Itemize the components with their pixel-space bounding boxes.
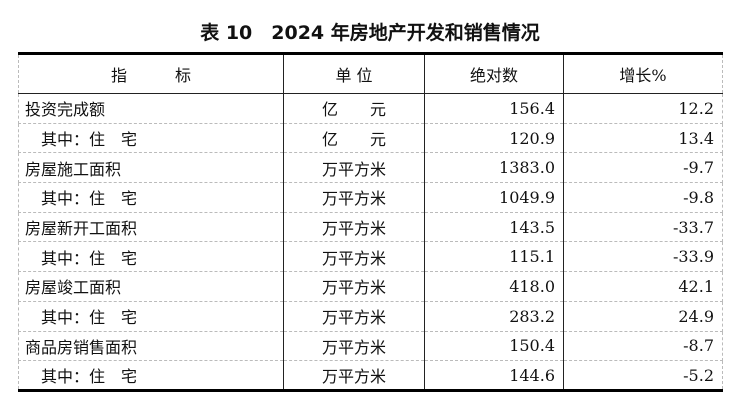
- value-cell: 144.6: [424, 360, 564, 392]
- header-value: 绝对数: [424, 52, 564, 94]
- table-row: 商品房销售面积 万平方米 150.4 -8.7: [18, 331, 723, 362]
- table-row: 房屋新开工面积 万平方米 143.5 -33.7: [18, 212, 723, 243]
- indicator-cell: 其中：住 宅: [18, 360, 284, 392]
- table-row: 其中：住 宅万平方米 1049.9 -9.8: [18, 182, 723, 213]
- unit-cell: 万平方米: [283, 212, 425, 243]
- value-cell: 150.4: [424, 331, 564, 362]
- growth-cell: 13.4: [563, 123, 723, 154]
- growth-cell: -9.7: [563, 152, 723, 184]
- table-row: 其中：住 宅亿 元 120.9 13.4: [18, 123, 723, 154]
- growth-cell: -5.2: [563, 360, 723, 392]
- unit-cell: 万平方米: [283, 360, 425, 392]
- growth-cell: 42.1: [563, 271, 723, 302]
- unit-cell: 万平方米: [283, 182, 425, 213]
- growth-cell: -33.7: [563, 212, 723, 243]
- value-cell: 283.2: [424, 301, 564, 332]
- indicator-cell: 房屋新开工面积: [18, 212, 284, 243]
- unit-cell: 亿 元: [283, 123, 425, 154]
- growth-cell: -33.9: [563, 241, 723, 273]
- value-cell: 115.1: [424, 241, 564, 273]
- indicator-cell: 商品房销售面积: [18, 331, 284, 362]
- growth-cell: 24.9: [563, 301, 723, 332]
- growth-cell: -9.8: [563, 182, 723, 213]
- value-cell: 143.5: [424, 212, 564, 243]
- unit-cell: 万平方米: [283, 271, 425, 302]
- value-cell: 1049.9: [424, 182, 564, 213]
- header-row: 指 标 单 位 绝对数 增长%: [18, 52, 723, 94]
- table-row: 其中：住 宅万平方米 115.1 -33.9: [18, 241, 723, 273]
- value-cell: 120.9: [424, 123, 564, 154]
- value-cell: 156.4: [424, 93, 564, 124]
- indicator-cell: 投资完成额: [18, 93, 284, 124]
- growth-cell: 12.2: [563, 93, 723, 124]
- table-row: 房屋施工面积 万平方米 1383.0 -9.7: [18, 152, 723, 184]
- table-row: 投资完成额亿 元 156.4 12.2: [18, 93, 723, 124]
- indicator-cell: 其中：住 宅: [18, 241, 284, 273]
- unit-cell: 万平方米: [283, 331, 425, 362]
- table-row: 其中：住 宅万平方米 144.6 -5.2: [18, 360, 723, 392]
- unit-cell: 万平方米: [283, 301, 425, 332]
- indicator-cell: 其中：住 宅: [18, 182, 284, 213]
- indicator-cell: 房屋施工面积: [18, 152, 284, 184]
- value-cell: 1383.0: [424, 152, 564, 184]
- indicator-cell: 房屋竣工面积: [18, 271, 284, 302]
- header-indicator: 指 标: [18, 52, 284, 94]
- table-title: 表 10 2024 年房地产开发和销售情况: [200, 22, 540, 44]
- table-row: 其中：住 宅万平方米 283.2 24.9: [18, 301, 723, 332]
- table-row: 房屋竣工面积 万平方米 418.0 42.1: [18, 271, 723, 302]
- indicator-cell: 其中：住 宅: [18, 301, 284, 332]
- growth-cell: -8.7: [563, 331, 723, 362]
- unit-cell: 万平方米: [283, 241, 425, 273]
- data-table: 指 标 单 位 绝对数 增长% 投资完成额亿 元 156.4 12.2 其中：住 宅…: [18, 52, 723, 392]
- indicator-cell: 其中：住 宅: [18, 123, 284, 154]
- value-cell: 418.0: [424, 271, 564, 302]
- header-growth: 增长%: [563, 52, 723, 94]
- unit-cell: 万平方米: [283, 152, 425, 184]
- unit-cell: 亿 元: [283, 93, 425, 124]
- header-unit: 单 位: [283, 52, 425, 94]
